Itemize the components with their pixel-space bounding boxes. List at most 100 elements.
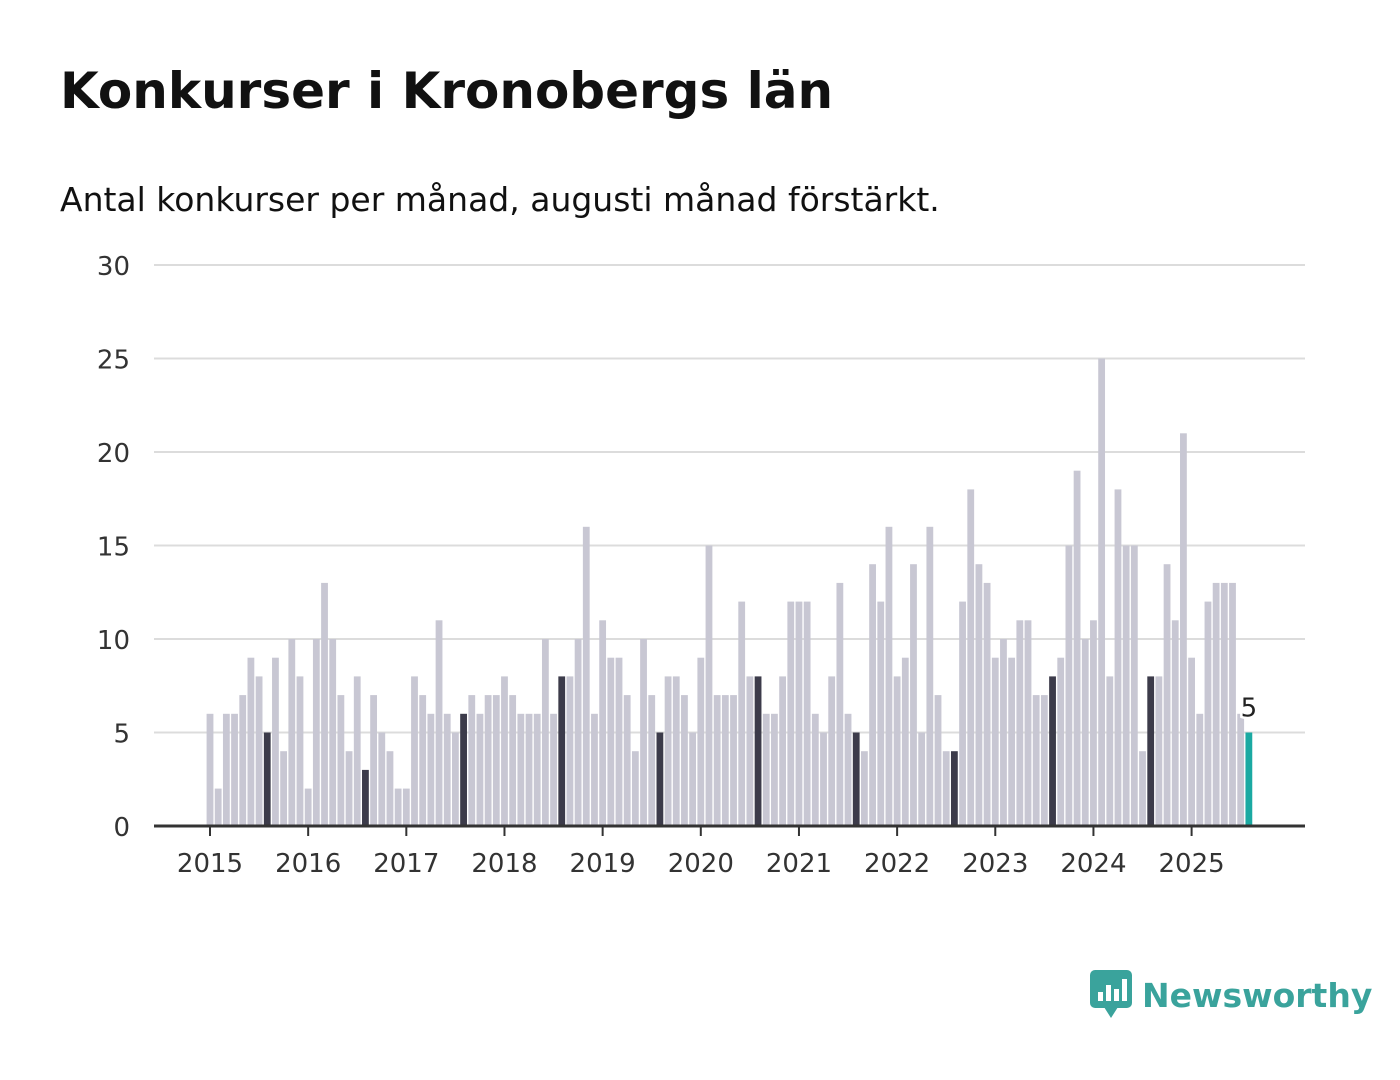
x-tick-label: 2021 (766, 849, 832, 879)
bar (312, 639, 320, 826)
bar (623, 695, 631, 826)
bar (1065, 545, 1073, 826)
bar (787, 601, 795, 826)
bar (762, 713, 770, 826)
chart-subtitle: Antal konkurser per månad, augusti månad… (60, 180, 940, 219)
bar (476, 713, 484, 826)
bar (697, 657, 705, 826)
bar (730, 695, 737, 826)
bar (541, 639, 549, 826)
bar (664, 676, 672, 826)
bar (820, 732, 827, 826)
chart-title: Konkurser i Kronobergs län (60, 62, 834, 120)
bar (394, 788, 402, 826)
bar (901, 657, 909, 826)
bar (1204, 601, 1212, 826)
bar-august (263, 732, 271, 826)
bar (402, 788, 410, 826)
bar (231, 713, 238, 826)
bar (484, 695, 492, 826)
bar (501, 676, 508, 826)
bar (566, 676, 574, 826)
bar (337, 695, 345, 826)
x-tick-label: 2024 (1060, 849, 1126, 879)
bar (370, 695, 377, 826)
bar (803, 601, 811, 826)
bar (591, 713, 598, 826)
bar (452, 732, 459, 826)
bar (288, 639, 296, 826)
bar-latest (1245, 732, 1253, 826)
bar (1032, 695, 1040, 826)
bar (550, 713, 557, 826)
bar (942, 751, 950, 826)
bar (304, 788, 312, 826)
bar (1024, 620, 1032, 826)
bar (689, 732, 697, 826)
bar (844, 713, 852, 826)
y-tick-label: 0 (113, 813, 130, 843)
bar (1114, 489, 1122, 826)
bar (214, 788, 222, 826)
bar (1139, 751, 1146, 826)
bar (1130, 545, 1138, 826)
bar (255, 676, 263, 826)
bar-august (950, 751, 958, 826)
bar (918, 732, 926, 826)
bar (1212, 582, 1220, 826)
bar (411, 676, 418, 826)
bar (713, 695, 721, 826)
x-tick-label: 2017 (373, 849, 439, 879)
bar (746, 676, 754, 826)
bar (648, 695, 656, 826)
bar (795, 601, 803, 826)
bar (893, 676, 901, 826)
bar (869, 564, 876, 826)
bar (435, 620, 443, 826)
newsworthy-logo: Newsworthy (1090, 970, 1372, 1020)
bar-chart-speech-bubble-icon (1090, 970, 1132, 1018)
bar (1057, 657, 1065, 826)
grid-lines (154, 264, 1305, 734)
latest-value-label: 5 (1241, 694, 1258, 724)
bar (321, 582, 328, 826)
bar (640, 639, 647, 826)
bar (631, 751, 639, 826)
y-tick-label: 30 (97, 252, 130, 282)
bar-august (1147, 676, 1155, 826)
bar (1122, 545, 1130, 826)
bar (828, 676, 836, 826)
bar (1106, 676, 1114, 826)
bar (1081, 639, 1089, 826)
bar (1040, 695, 1048, 826)
bar (222, 713, 230, 826)
y-tick-label: 25 (97, 346, 130, 376)
bar (492, 695, 500, 826)
bar-august (558, 676, 566, 826)
bar-august (852, 732, 860, 826)
bar (1180, 433, 1187, 826)
bar (983, 582, 991, 826)
bar (1073, 470, 1081, 826)
bar (1098, 358, 1106, 826)
bar (533, 713, 541, 826)
bar (1155, 676, 1163, 826)
bar (934, 695, 942, 826)
bar (378, 732, 386, 826)
x-tick-label: 2020 (668, 849, 734, 879)
bar (672, 676, 680, 826)
bar (468, 695, 476, 826)
bar (1229, 582, 1236, 826)
bar (811, 713, 819, 826)
bars (206, 358, 1253, 826)
bar-august (362, 769, 369, 826)
y-tick-label: 20 (97, 439, 130, 469)
bar (386, 751, 394, 826)
bar (1000, 639, 1007, 826)
bar (967, 489, 975, 826)
bar (861, 751, 868, 826)
bar (615, 657, 623, 826)
bar (419, 695, 427, 826)
bar-august (1049, 676, 1056, 826)
